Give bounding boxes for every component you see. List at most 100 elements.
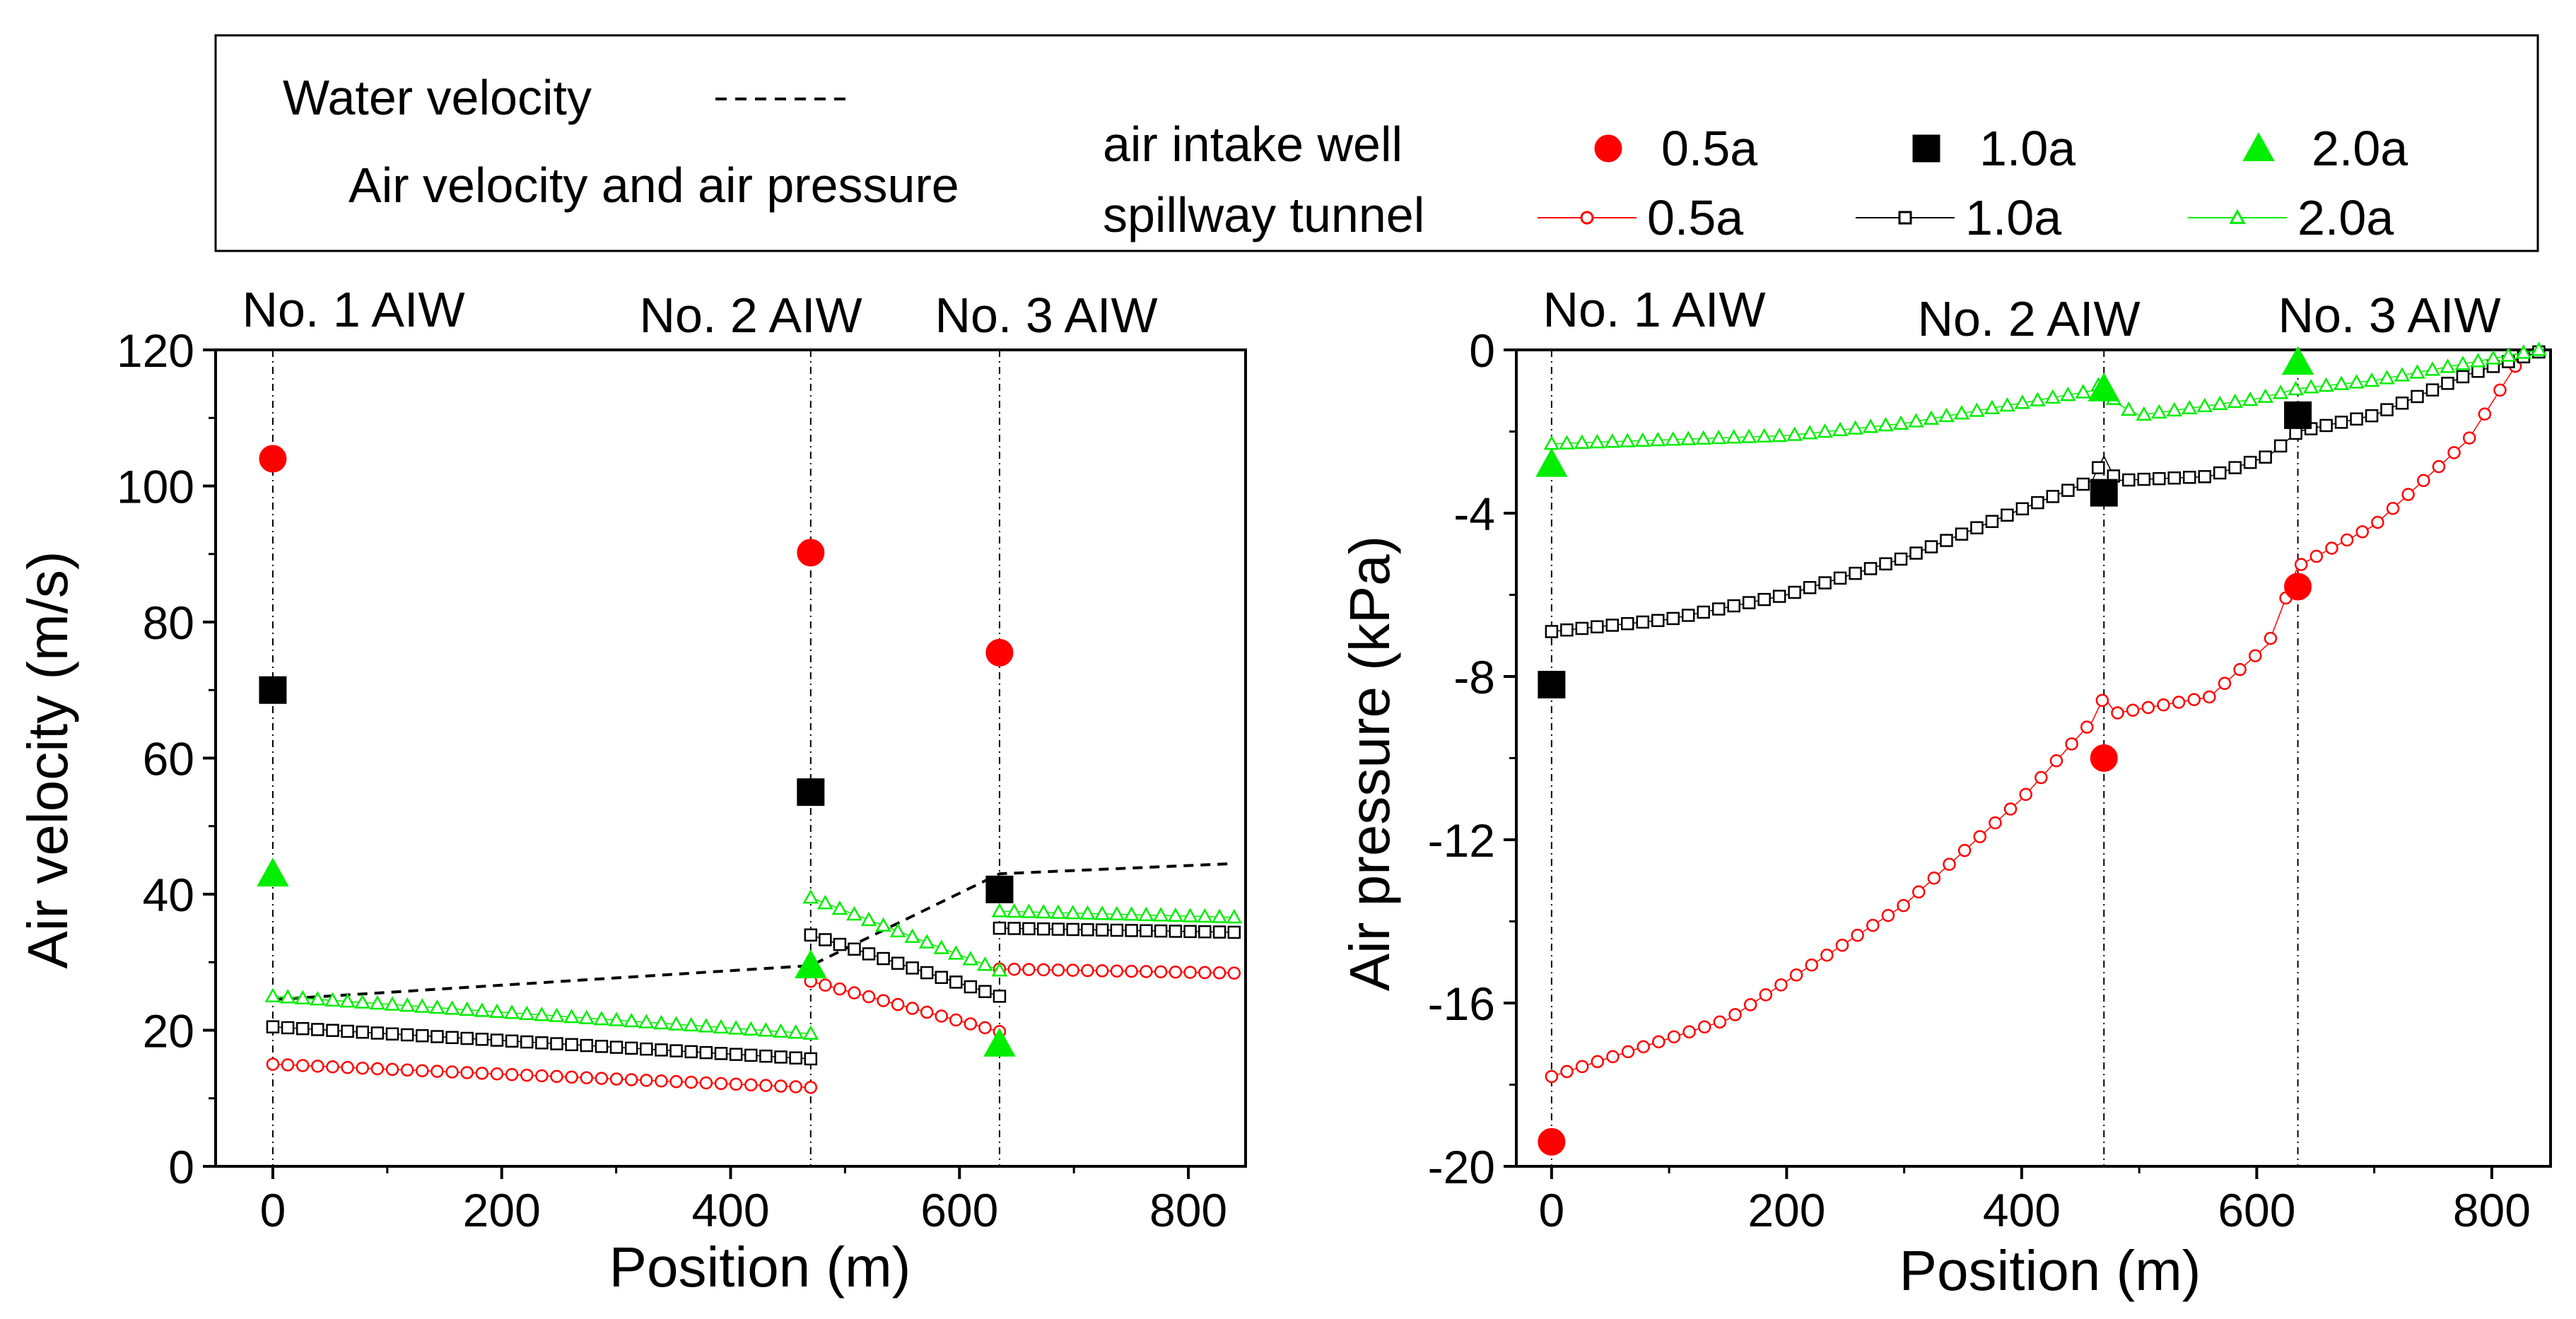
pressure-tunnel-point-1.0a xyxy=(1636,615,1650,629)
velocity-tunnel-point-1.0a xyxy=(774,1050,788,1064)
velocity-y-tick-label: 60 xyxy=(143,733,194,785)
velocity-tunnel-point-2.0a xyxy=(668,1016,684,1031)
velocity-tunnel-point-0.5a xyxy=(804,1081,818,1094)
velocity-tunnel-point-2.0a xyxy=(1167,907,1184,922)
velocity-tunnel-point-0.5a xyxy=(978,1021,992,1035)
pressure-tunnel-point-2.0a xyxy=(2030,392,2046,406)
pressure-tunnel-point-1.0a xyxy=(2289,426,2302,440)
pressure-tunnel-point-0.5a xyxy=(1957,843,1972,857)
velocity-tunnel-point-1.0a xyxy=(460,1031,474,1045)
legend-tunnel-label-2.0a: 2.0a xyxy=(2297,190,2394,245)
velocity-tunnel-point-0.5a xyxy=(1036,963,1050,977)
velocity-tunnel-point-1.0a xyxy=(1125,924,1138,937)
pressure-tunnel-point-2.0a xyxy=(2211,395,2228,411)
velocity-tunnel-point-0.5a xyxy=(848,986,861,999)
velocity-tunnel-point-2.0a xyxy=(549,1007,565,1022)
pressure-x-tick-label: 200 xyxy=(1747,1184,1825,1236)
pressure-y-tick-label: -8 xyxy=(1453,651,1495,703)
pressure-tunnel-point-0.5a xyxy=(2203,690,2216,704)
pressure-tunnel-point-2.0a xyxy=(1847,420,1863,435)
velocity-tunnel-point-0.5a xyxy=(445,1065,459,1079)
velocity-water-velocity-line xyxy=(272,862,1234,1002)
velocity-tunnel-point-1.0a xyxy=(744,1048,758,1062)
pressure-tunnel-point-2.0a xyxy=(1817,423,1833,438)
pressure-tunnel-point-2.0a xyxy=(2242,391,2259,406)
velocity-tunnel-point-2.0a xyxy=(1108,905,1125,921)
velocity-tunnel-point-0.5a xyxy=(684,1075,698,1089)
velocity-tunnel-point-2.0a xyxy=(904,928,920,943)
velocity-tunnel-point-0.5a xyxy=(565,1070,578,1084)
pressure-tunnel-point-0.5a xyxy=(2294,558,2308,571)
pressure-tunnel-point-0.5a xyxy=(1713,1015,1727,1029)
velocity-tunnel-point-1.0a xyxy=(877,951,890,966)
pressure-tunnel-line-0.5a-0 xyxy=(1551,365,2516,1077)
pressure-tunnel-point-0.5a xyxy=(1820,948,1834,962)
velocity-tunnel-point-1.0a xyxy=(341,1024,354,1038)
velocity-tunnel-point-2.0a xyxy=(294,990,311,1004)
pressure-tunnel-point-2.0a xyxy=(1862,418,1879,433)
velocity-tunnel-point-1.0a xyxy=(833,937,847,951)
pressure-tunnel-point-2.0a xyxy=(1634,432,1651,447)
velocity-tunnel-point-0.5a xyxy=(774,1079,788,1093)
velocity-tunnel-point-0.5a xyxy=(1081,963,1094,978)
pressure-tunnel-point-1.0a xyxy=(2259,450,2272,464)
pressure-tunnel-point-0.5a xyxy=(1989,816,2002,830)
velocity-aiw-label-1: No. 1 AIW xyxy=(242,282,464,337)
pressure-tunnel-point-1.0a xyxy=(2167,471,2181,485)
pressure-tunnel-point-1.0a xyxy=(2198,470,2211,483)
velocity-plot-frame xyxy=(214,348,1247,1168)
velocity-well-point-0.5a xyxy=(985,638,1014,667)
pressure-tunnel-point-2.0a xyxy=(1604,433,1621,448)
velocity-well-point-0.5a xyxy=(259,445,287,473)
velocity-tunnel-point-0.5a xyxy=(935,1009,948,1023)
velocity-tunnel-point-2.0a xyxy=(534,1007,550,1021)
pressure-tunnel-point-1.0a xyxy=(1591,620,1604,634)
velocity-tunnel-point-1.0a xyxy=(993,990,1007,1003)
pressure-tunnel-point-1.0a xyxy=(1924,540,1938,553)
velocity-tunnel-point-0.5a xyxy=(964,1017,978,1031)
pressure-tunnel-point-2.0a xyxy=(2454,356,2471,370)
pressure-tunnel-point-0.5a xyxy=(2126,703,2140,717)
velocity-tunnel-point-0.5a xyxy=(431,1065,444,1078)
velocity-tunnel-point-2.0a xyxy=(474,1002,491,1017)
velocity-tunnel-point-1.0a xyxy=(993,921,1007,935)
pressure-tunnel-point-2.0a xyxy=(2166,401,2183,417)
pressure-tunnel-point-1.0a xyxy=(1605,619,1620,632)
pressure-tunnel-point-1.0a xyxy=(1803,581,1817,594)
velocity-tunnel-point-0.5a xyxy=(1110,964,1124,978)
pressure-tunnel-point-1.0a xyxy=(1681,609,1695,622)
pressure-tunnel-point-0.5a xyxy=(2493,383,2507,397)
velocity-tunnel-point-1.0a xyxy=(906,961,919,975)
velocity-tunnel-point-1.0a xyxy=(595,1040,609,1053)
pressure-x-axis-title: Position (m) xyxy=(1899,1239,2201,1302)
pressure-tunnel-point-0.5a xyxy=(2019,787,2032,802)
pressure-tunnel-point-1.0a xyxy=(2456,370,2470,384)
velocity-well-point-2.0a xyxy=(257,857,289,887)
velocity-tunnel-point-2.0a xyxy=(1079,905,1096,920)
pressure-tunnel-point-1.0a xyxy=(2273,439,2288,453)
velocity-tunnel-point-0.5a xyxy=(266,1057,280,1071)
pressure-tunnel-point-2.0a xyxy=(2515,344,2532,359)
pressure-tunnel-point-1.0a xyxy=(1560,623,1574,637)
velocity-tunnel-point-2.0a xyxy=(1123,906,1140,921)
pressure-tunnel-point-1.0a xyxy=(2001,508,2014,522)
pressure-tunnel-point-1.0a xyxy=(1788,585,1801,599)
pressure-tunnel-point-2.0a xyxy=(1999,397,2015,412)
velocity-tunnel-point-2.0a xyxy=(846,905,862,921)
pressure-tunnel-point-1.0a xyxy=(1772,590,1786,603)
pressure-tunnel-point-2.0a xyxy=(1786,426,1803,441)
velocity-tunnel-point-1.0a xyxy=(490,1033,504,1047)
velocity-tunnel-point-2.0a xyxy=(860,911,877,927)
pressure-tunnel-point-2.0a xyxy=(1695,430,1712,445)
pressure-tunnel-line-2.0a-0 xyxy=(1551,349,2539,445)
velocity-tunnel-point-2.0a xyxy=(773,1023,789,1038)
pressure-tunnel-point-1.0a xyxy=(1621,617,1634,631)
pressure-tunnel-point-1.0a xyxy=(2334,416,2348,429)
pressure-tunnel-point-0.5a xyxy=(2095,693,2109,708)
pressure-y-tick-label: 0 xyxy=(1469,324,1495,377)
pressure-tunnel-point-2.0a xyxy=(2470,353,2486,368)
pressure-tunnel-point-0.5a xyxy=(1591,1055,1605,1069)
legend-tunnel-marker-0.5a xyxy=(1580,211,1594,225)
pressure-tunnel-point-2.0a xyxy=(1740,428,1757,443)
pressure-tunnel-point-2.0a xyxy=(2318,377,2334,392)
